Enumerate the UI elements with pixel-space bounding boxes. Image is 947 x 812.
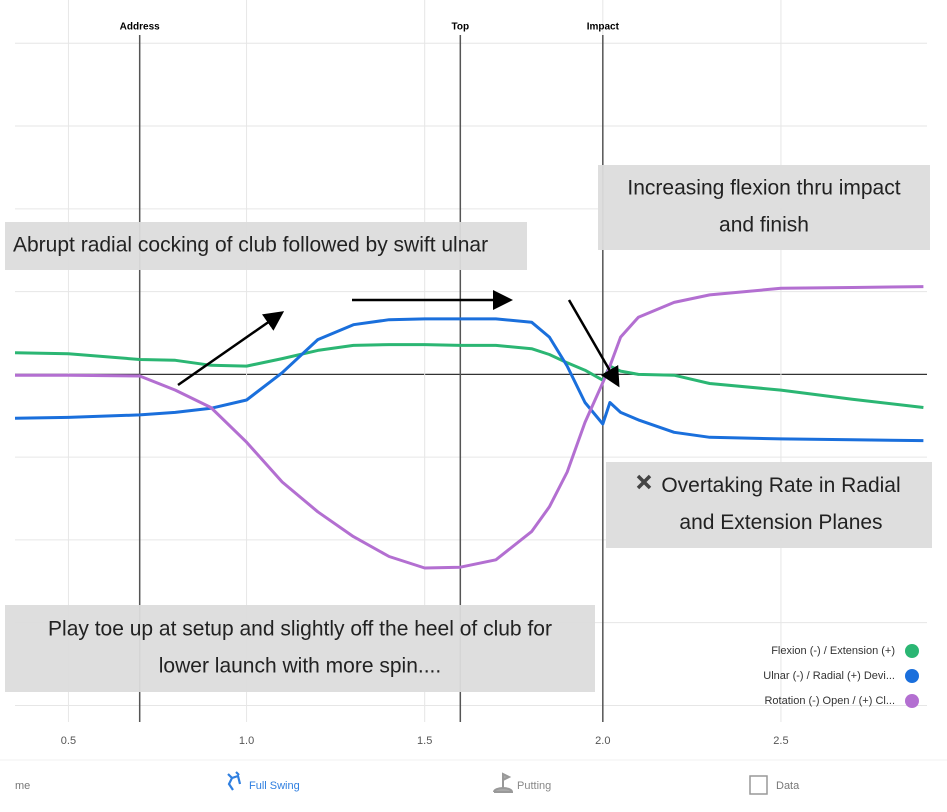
- legend-swatch: [905, 644, 919, 658]
- legend-label: Ulnar (-) / Radial (+) Devi...: [763, 670, 895, 682]
- series-line: [14, 343, 924, 409]
- annotation-text: Play toe up at setup and slightly off th…: [48, 618, 552, 641]
- event-label: Impact: [587, 22, 620, 33]
- nav-tab[interactable]: Putting: [517, 780, 551, 792]
- nav-tab[interactable]: Data: [776, 780, 800, 792]
- arrows: [177, 290, 620, 388]
- legend-swatch: [905, 694, 919, 708]
- data-icon: [749, 775, 768, 795]
- event-label: Address: [120, 22, 160, 33]
- arrow: [177, 311, 285, 387]
- legend-label: Flexion (-) / Extension (+): [771, 645, 895, 657]
- x-tick-label: 2.5: [773, 735, 788, 747]
- legend-label: Rotation (-) Open / (+) Cl...: [764, 695, 895, 707]
- series-line: [14, 317, 924, 443]
- annotation-text: Increasing flexion thru impact: [627, 177, 900, 200]
- annotation-text: Abrupt radial cocking of club followed b…: [13, 234, 488, 257]
- putting-icon: [493, 772, 514, 793]
- nav-tab[interactable]: me: [15, 780, 30, 792]
- x-tick-label: 0.5: [61, 735, 76, 747]
- annotation-box: [5, 222, 527, 270]
- annotation-box: [606, 462, 932, 548]
- close-icon: [636, 474, 652, 490]
- annotation-box: [598, 165, 930, 250]
- annotation-text: and finish: [719, 214, 809, 237]
- full-swing-icon: [227, 771, 242, 791]
- x-tick-label: 1.5: [417, 735, 432, 747]
- annotation-text: Overtaking Rate in Radial: [661, 474, 900, 497]
- legend-swatch: [905, 669, 919, 683]
- annotation-box: [5, 605, 595, 692]
- nav-tab[interactable]: Full Swing: [249, 780, 300, 792]
- event-label: Top: [452, 22, 470, 33]
- series-line: [15, 285, 924, 570]
- annotation-text: and Extension Planes: [679, 511, 882, 534]
- x-tick-label: 2.0: [595, 735, 610, 747]
- annotation-text: lower launch with more spin....: [159, 655, 441, 678]
- x-tick-label: 1.0: [239, 735, 254, 747]
- arrow: [567, 299, 620, 388]
